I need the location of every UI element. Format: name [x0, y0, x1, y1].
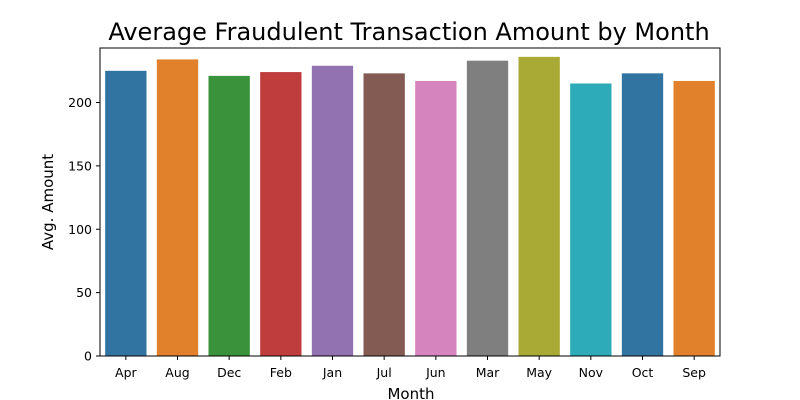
x-tick-label: Oct [632, 365, 654, 380]
bar-jul [363, 73, 405, 356]
x-tick-label: Feb [270, 365, 292, 380]
x-tick-label: May [526, 365, 552, 380]
x-axis-ticks: Apr Aug Dec Feb Jan Jul Jun Mar May Nov Oct Sep [115, 356, 706, 380]
y-tick-label: 100 [68, 222, 92, 237]
bar-dec [208, 75, 250, 357]
x-tick-label: Aug [165, 365, 189, 380]
x-tick-label: Mar [476, 365, 500, 380]
bar-may [518, 56, 560, 356]
bar-jan [311, 65, 354, 356]
y-tick-label: 50 [76, 285, 92, 300]
y-tick-label: 150 [68, 158, 92, 173]
bar-feb [260, 72, 302, 356]
plot-frame [99, 47, 721, 357]
x-tick-label: Jan [322, 365, 342, 380]
x-tick-label: Sep [682, 365, 706, 380]
y-axis-label: Avg. Amount [39, 154, 57, 250]
bar-apr [105, 70, 147, 356]
x-tick-label: Jun [425, 365, 446, 380]
y-axis-ticks: 0 50 100 150 200 [68, 95, 100, 364]
chart-title: Average Fraudulent Transaction Amount by… [108, 18, 709, 46]
x-tick-label: Nov [579, 365, 604, 380]
x-axis-label: Month [387, 385, 434, 400]
bar-jun [415, 80, 457, 356]
bar-oct [621, 73, 664, 356]
y-tick-label: 0 [84, 349, 92, 364]
bars-group [105, 56, 715, 357]
x-tick-label: Apr [115, 365, 137, 380]
x-tick-label: Jul [376, 365, 392, 380]
bar-sep [673, 80, 715, 356]
y-tick-label: 200 [68, 95, 92, 110]
bar-aug [156, 59, 199, 356]
bar-mar [466, 60, 509, 356]
x-tick-label: Dec [217, 365, 241, 380]
bar-nov [570, 83, 612, 356]
